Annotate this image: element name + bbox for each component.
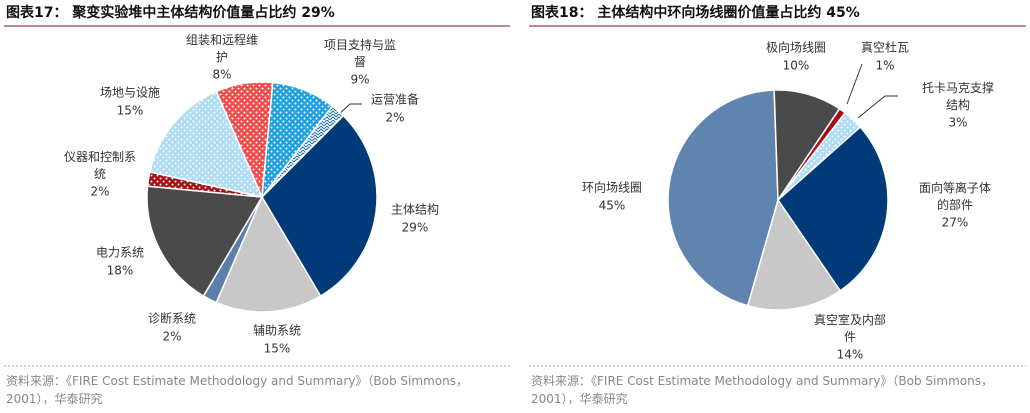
slice-value-label: 2% — [162, 330, 181, 344]
chart-title: 图表18： 主体结构中环向场线圈价值量占比约 45% — [531, 4, 860, 21]
slice-value-label: 27% — [942, 216, 969, 230]
slice-value-label: 15% — [264, 342, 291, 356]
label-line: 真空室及内部 — [814, 312, 886, 327]
slice-value-label: 2% — [90, 185, 109, 199]
slice-value-label: 14% — [837, 348, 864, 362]
pie-slice — [261, 114, 378, 298]
slice-label: 电力系统 — [96, 246, 144, 260]
slice-value-label: 10% — [783, 59, 810, 73]
slice-label: 项目支持与监督 — [324, 37, 396, 69]
slice-label: 主体结构 — [391, 202, 439, 217]
label-line: 的部件 — [937, 197, 973, 212]
slice-label: 环向场线圈 — [582, 180, 642, 195]
chart-title: 图表17： 聚变实验堆中主体结构价值量占比约 29% — [6, 4, 335, 21]
slice-label: 面向等离子体的部件 — [919, 180, 991, 212]
pie-slice — [667, 89, 779, 307]
pie-slice — [148, 90, 264, 199]
charts: 图表17： 聚变实验堆中主体结构价值量占比约 29% 图表18： 主体结构中环向… — [4, 4, 1026, 367]
label-line: 托卡马克支撑 — [922, 80, 994, 95]
source-note: 资料来源：《FIRE Cost Estimate Methodology and… — [6, 374, 468, 406]
label-line: 护 — [216, 50, 228, 64]
label-line: 项目支持与监 — [324, 37, 396, 52]
slice-label: 托卡马克支撑结构 — [922, 80, 994, 112]
slice-value-label: 8% — [212, 68, 231, 82]
slice-label: 极向场线圈 — [766, 40, 826, 55]
pie-slice — [777, 125, 889, 292]
label-line: 组装和远程维 — [186, 32, 258, 47]
slice-label: 场地与设施 — [100, 86, 160, 100]
label-line: 件 — [844, 330, 856, 344]
slice-value-label: 15% — [117, 104, 144, 118]
slice-value-label: 45% — [599, 199, 626, 213]
label-line: 面向等离子体 — [919, 180, 991, 195]
pie-slice — [215, 195, 322, 313]
slice-value-label: 1% — [875, 59, 894, 73]
slice-value-label: 29% — [402, 221, 429, 235]
pie-slice — [261, 105, 345, 198]
label-line: 结构 — [946, 97, 970, 112]
slice-value-label: 18% — [107, 264, 134, 278]
slice-label: 组装和远程维护 — [186, 32, 258, 64]
label-line: 统 — [94, 167, 106, 181]
label-line: 仪器和控制系 — [64, 150, 136, 164]
slice-value-label: 3% — [948, 116, 967, 130]
slice-label: 仪器和控制系统 — [64, 150, 136, 181]
slice-value-label: 2% — [385, 111, 404, 125]
leader-line — [857, 95, 898, 119]
source-note: 资料来源：《FIRE Cost Estimate Methodology and… — [531, 374, 993, 406]
pie-slice — [777, 111, 862, 201]
leader-line — [846, 63, 863, 105]
slice-label: 辅助系统 — [253, 324, 301, 338]
leader-line — [336, 103, 362, 117]
label-line: 督 — [354, 54, 366, 69]
slice-label: 真空杜瓦 — [861, 40, 909, 55]
slice-label: 真空室及内部件 — [814, 312, 886, 344]
slice-value-label: 9% — [350, 73, 369, 87]
pie-slice — [146, 185, 264, 298]
slice-label: 诊断系统 — [148, 311, 196, 326]
slice-label: 运营准备 — [371, 93, 419, 107]
